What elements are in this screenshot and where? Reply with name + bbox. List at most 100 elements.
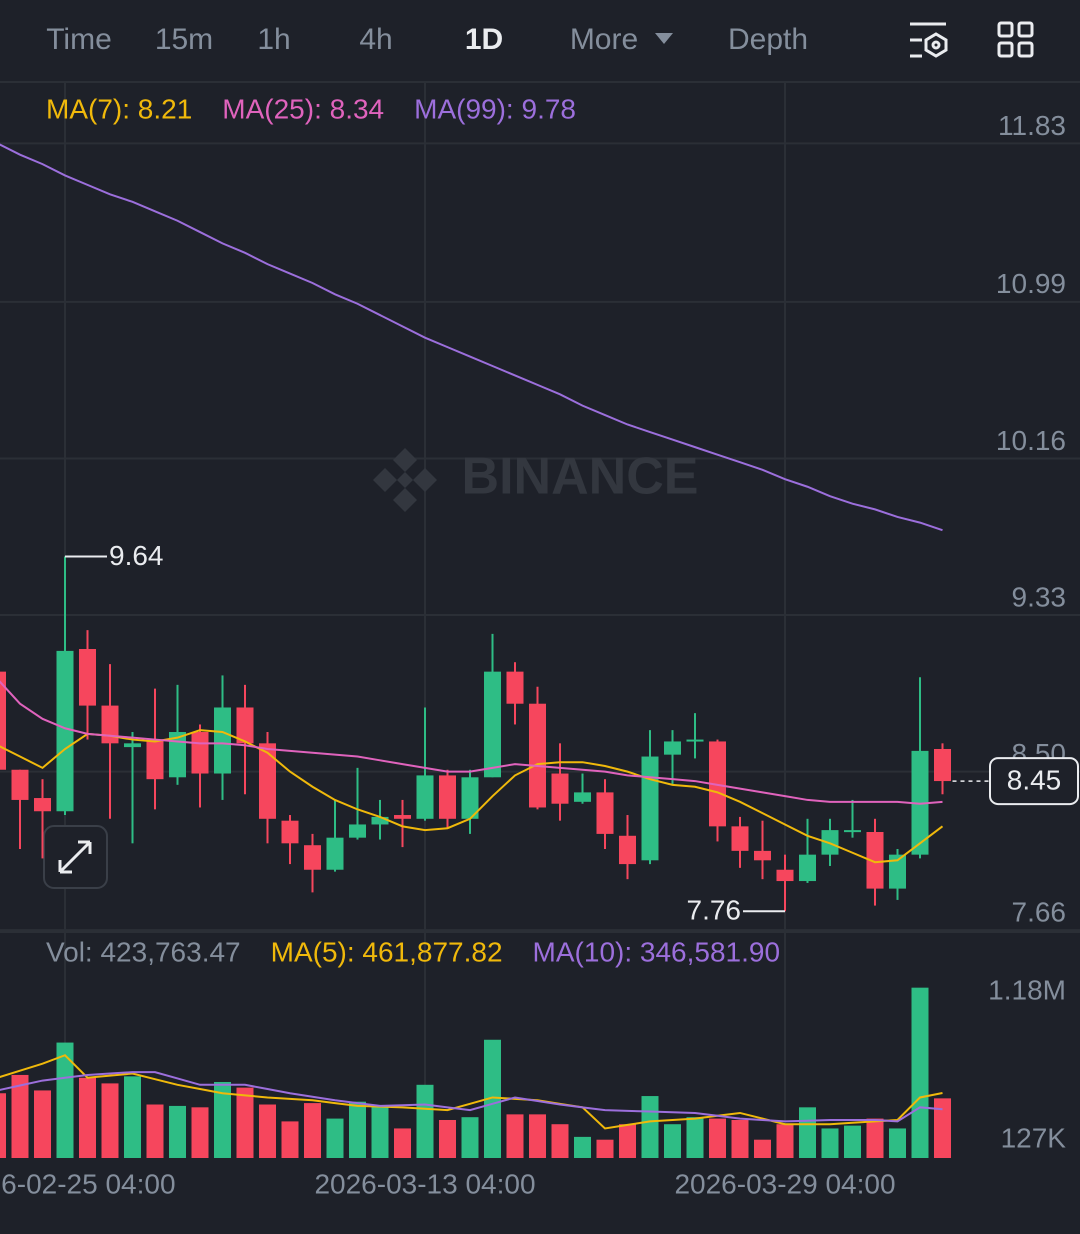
candle-body bbox=[641, 756, 659, 861]
layout-icon[interactable] bbox=[997, 21, 1034, 58]
volume-bar bbox=[574, 1136, 591, 1158]
candle-body bbox=[0, 671, 6, 770]
timeframe-tab[interactable]: Depth bbox=[728, 23, 808, 56]
candle-body bbox=[169, 732, 186, 778]
legend-entry: MA(99): 9.78 bbox=[414, 93, 576, 124]
volume-bar bbox=[844, 1125, 861, 1158]
y-tick-label: 1.18M bbox=[988, 974, 1066, 1005]
candle-body bbox=[889, 854, 906, 889]
last-price-box bbox=[989, 757, 1079, 806]
extreme-label: 9.64 bbox=[109, 540, 164, 571]
candle-body bbox=[214, 707, 231, 774]
watermark-logo bbox=[373, 448, 437, 512]
candle-body bbox=[146, 739, 164, 780]
candle-body bbox=[11, 769, 29, 800]
legend-entry: MA(25): 8.34 bbox=[222, 93, 384, 124]
volume-bar bbox=[169, 1105, 186, 1158]
y-tick-label: 9.33 bbox=[1012, 581, 1067, 612]
volume-bar bbox=[394, 1128, 411, 1158]
candle-body bbox=[304, 845, 321, 870]
dropdown-caret bbox=[655, 33, 673, 44]
volume-bar bbox=[371, 1105, 389, 1158]
volume-bar bbox=[641, 1096, 659, 1158]
timeframe-tab[interactable]: 15m bbox=[155, 23, 213, 56]
volume-bar bbox=[416, 1084, 434, 1158]
chart-settings-icon[interactable] bbox=[910, 22, 948, 58]
volume-bar bbox=[731, 1119, 749, 1158]
candle-body bbox=[731, 826, 749, 851]
volume-bar bbox=[911, 987, 929, 1158]
volume-bar bbox=[776, 1124, 794, 1158]
candle-body bbox=[259, 743, 276, 819]
timeframe-tab[interactable]: 4h bbox=[359, 23, 392, 56]
watermark: BINANCE bbox=[462, 448, 699, 506]
candle-body bbox=[101, 705, 119, 744]
ma-line bbox=[0, 143, 943, 532]
volume-bar bbox=[551, 1124, 569, 1158]
volume-ma-line bbox=[0, 1054, 943, 1130]
candle-body bbox=[776, 869, 794, 882]
last-price-label: 8.45 bbox=[1007, 764, 1062, 795]
volume-bar bbox=[529, 1114, 546, 1158]
volume-ma-line bbox=[0, 1071, 943, 1123]
volume-title: Vol: 423,763.47 bbox=[46, 936, 241, 967]
volume-bar bbox=[754, 1139, 771, 1158]
volume-bar bbox=[889, 1128, 906, 1158]
volume-bar bbox=[326, 1118, 344, 1158]
timeframe-tab[interactable]: More bbox=[570, 23, 638, 56]
volume-bar bbox=[34, 1090, 51, 1158]
volume-bar bbox=[101, 1083, 119, 1158]
timeframe-tab[interactable]: 1D bbox=[465, 23, 503, 56]
timeframe-tab[interactable]: 1h bbox=[257, 23, 290, 56]
volume-bar bbox=[236, 1087, 254, 1158]
timeframe-tab[interactable]: Time bbox=[46, 23, 112, 56]
ma-line bbox=[0, 729, 944, 864]
volume-bar bbox=[79, 1077, 96, 1158]
volume-bar bbox=[799, 1107, 816, 1158]
candle-body bbox=[56, 650, 74, 812]
volume-bar bbox=[0, 1093, 6, 1158]
candle-body bbox=[664, 741, 681, 755]
candle-body bbox=[281, 820, 299, 844]
extreme-label: 7.76 bbox=[687, 895, 742, 926]
volume-bar bbox=[506, 1114, 524, 1158]
volume-bar bbox=[214, 1081, 231, 1158]
volume-bar bbox=[11, 1074, 29, 1158]
x-tick-label: 2026-03-13 04:00 bbox=[314, 1168, 535, 1199]
volume-bar bbox=[709, 1118, 726, 1158]
candle-body bbox=[439, 775, 456, 819]
candle-body bbox=[844, 830, 861, 833]
candle-body bbox=[574, 792, 591, 802]
y-tick-label: 11.83 bbox=[998, 110, 1066, 141]
volume-bar bbox=[259, 1104, 276, 1158]
candle-body bbox=[551, 773, 569, 804]
volume-bar bbox=[349, 1101, 366, 1158]
candle-body bbox=[79, 649, 96, 706]
x-tick-label: 2026-03-29 04:00 bbox=[674, 1168, 895, 1199]
legend-entry: MA(5): 461,877.82 bbox=[271, 936, 503, 967]
candle-body bbox=[934, 748, 951, 782]
candle-body bbox=[686, 739, 704, 742]
volume-bar bbox=[596, 1139, 614, 1158]
volume-bar bbox=[866, 1118, 884, 1158]
y-tick-label: 10.16 bbox=[996, 425, 1066, 456]
candle-body bbox=[866, 832, 884, 889]
volume-bar bbox=[934, 1098, 951, 1158]
y-tick-label: 10.99 bbox=[996, 268, 1066, 299]
volume-bar bbox=[281, 1121, 299, 1158]
x-tick-label: 2026-02-25 04:00 bbox=[0, 1168, 176, 1199]
legend-entry: MA(7): 8.21 bbox=[46, 93, 192, 124]
candle-body bbox=[416, 775, 434, 819]
fullscreen-button[interactable] bbox=[43, 825, 108, 889]
candle-body bbox=[799, 854, 816, 882]
volume-bar bbox=[664, 1124, 681, 1158]
volume-bar bbox=[124, 1076, 141, 1158]
candle-body bbox=[754, 850, 771, 861]
candle-body bbox=[461, 777, 479, 819]
volume-bar bbox=[191, 1107, 209, 1158]
candle-body bbox=[236, 707, 254, 744]
legend-entry: MA(10): 346,581.90 bbox=[533, 936, 781, 967]
y-tick-label: 7.66 bbox=[1012, 897, 1067, 928]
